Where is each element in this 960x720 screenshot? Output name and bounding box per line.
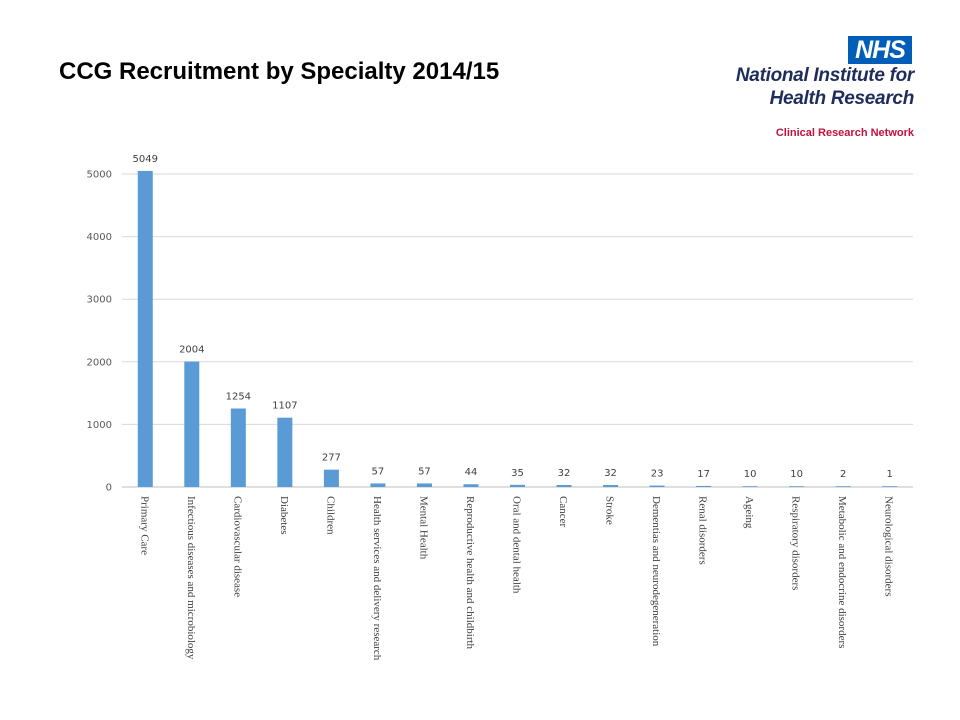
data-label: 35 [511, 468, 524, 479]
data-label: 17 [697, 469, 710, 480]
category-label: Reproductive health and childbirth [464, 496, 476, 650]
category-label: Oral and dental health [511, 496, 523, 594]
data-label: 23 [651, 469, 664, 480]
data-label: 277 [322, 453, 341, 464]
bar [323, 469, 339, 487]
category-label: Neurological disorders [883, 496, 895, 597]
network-name: Clinical Research Network [775, 127, 914, 139]
category-label: Mental Health [417, 496, 429, 560]
bar [230, 408, 246, 487]
bar [184, 361, 200, 487]
data-label: 32 [604, 468, 617, 479]
data-label: 10 [790, 469, 803, 480]
data-label: 1107 [272, 401, 297, 412]
category-label: Respiratory disorders [790, 496, 802, 590]
category-label: Health services and delivery research [371, 496, 383, 661]
category-label: Metabolic and endocrine disorders [836, 496, 848, 648]
data-label: 57 [372, 466, 385, 477]
category-label: Cardiovascular disease [231, 496, 243, 597]
bar [416, 483, 432, 487]
data-label: 1 [887, 469, 893, 480]
bar [789, 486, 805, 487]
category-label: Cancer [557, 496, 569, 527]
y-tick-label: 2000 [87, 357, 112, 368]
category-label: Dementias and neurodegeneration [650, 496, 662, 647]
data-label: 10 [744, 469, 757, 480]
slide-title: CCG Recruitment by Specialty 2014/15 [59, 58, 500, 85]
org-name-line1: National Institute for [735, 65, 914, 86]
bar [137, 170, 153, 487]
bar [696, 485, 712, 487]
nhs-logo: NHS [848, 36, 912, 64]
data-label: 32 [558, 468, 571, 479]
bar [649, 485, 665, 487]
data-label: 5049 [133, 154, 158, 165]
y-tick-label: 5000 [87, 170, 112, 181]
bar [603, 484, 619, 487]
data-label: 44 [465, 467, 478, 478]
nihr-logo: NHS National Institute for Health Resear… [700, 36, 920, 148]
bar [277, 417, 293, 487]
category-label: Ageing [743, 496, 755, 529]
bar [370, 483, 386, 487]
category-label: Diabetes [278, 496, 290, 534]
y-tick-label: 3000 [87, 295, 112, 306]
category-label: Primary Care [138, 496, 150, 555]
data-label: 2004 [179, 345, 204, 356]
category-label: Renal disorders [697, 496, 709, 565]
bar [835, 486, 851, 487]
bar [463, 484, 479, 487]
bar [510, 484, 525, 487]
data-label: 2 [840, 469, 846, 480]
bar [742, 486, 758, 487]
data-label: 57 [418, 466, 431, 477]
y-tick-label: 0 [106, 483, 112, 494]
bar [556, 484, 572, 487]
y-tick-label: 1000 [87, 420, 112, 431]
category-label: Children [324, 496, 336, 535]
category-label: Infectious diseases and microbiology [185, 496, 197, 660]
org-name-line2: Health Research [769, 88, 915, 109]
y-tick-label: 4000 [87, 232, 112, 243]
category-label: Stroke [604, 496, 616, 525]
bar [882, 486, 898, 487]
data-label: 1254 [226, 391, 251, 402]
